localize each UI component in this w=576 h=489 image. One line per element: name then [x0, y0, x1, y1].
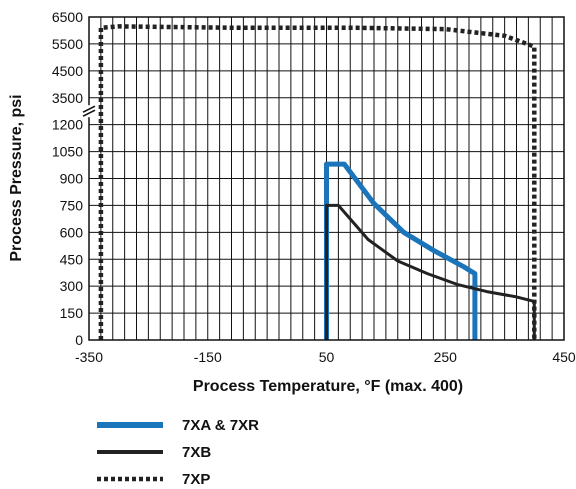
- y-tick-label: 5500: [52, 36, 83, 52]
- grid: [88, 16, 565, 341]
- y-tick-label: 450: [60, 251, 84, 267]
- axis-break-icon: [82, 105, 96, 118]
- y-tick-label: 900: [60, 171, 84, 187]
- series-layer: [98, 24, 537, 340]
- y-tick-labels: 0 150 300 450 600 750 900 1050 1200 3500 4500 5500 6…: [52, 9, 83, 348]
- y-tick-label: 1050: [52, 144, 83, 160]
- y-axis-title: Process Pressure, psi: [8, 94, 25, 261]
- legend-label: 7XP: [182, 471, 210, 488]
- legend: 7XA & 7XR 7XB 7XP: [97, 417, 259, 488]
- legend-label: 7XA & 7XR: [182, 417, 259, 434]
- series-line-7xa-7xr: [324, 161, 478, 340]
- x-tick-label: -150: [194, 349, 222, 365]
- y-tick-label: 150: [60, 305, 84, 321]
- y-tick-label: 600: [60, 224, 84, 240]
- plot-border: [88, 16, 565, 341]
- series-line-7xb: [325, 203, 536, 340]
- legend-label: 7XB: [182, 444, 211, 461]
- y-tick-label: 750: [60, 197, 84, 213]
- x-tick-label: 50: [319, 349, 335, 365]
- x-tick-label: 250: [434, 349, 458, 365]
- series-line-7xp: [98, 24, 537, 340]
- y-tick-label: 1200: [52, 117, 83, 133]
- y-tick-label: 4500: [52, 63, 83, 79]
- y-tick-label: 6500: [52, 9, 83, 25]
- x-tick-labels: -350 -150 50 250 450: [75, 349, 576, 365]
- x-tick-label: -350: [75, 349, 103, 365]
- y-tick-label: 0: [75, 332, 83, 348]
- plot-frame: [88, 16, 565, 341]
- x-axis-title: Process Temperature, °F (max. 400): [193, 378, 463, 395]
- y-tick-label: 300: [60, 278, 84, 294]
- x-tick-label: 450: [552, 349, 576, 365]
- y-tick-label: 3500: [52, 90, 83, 106]
